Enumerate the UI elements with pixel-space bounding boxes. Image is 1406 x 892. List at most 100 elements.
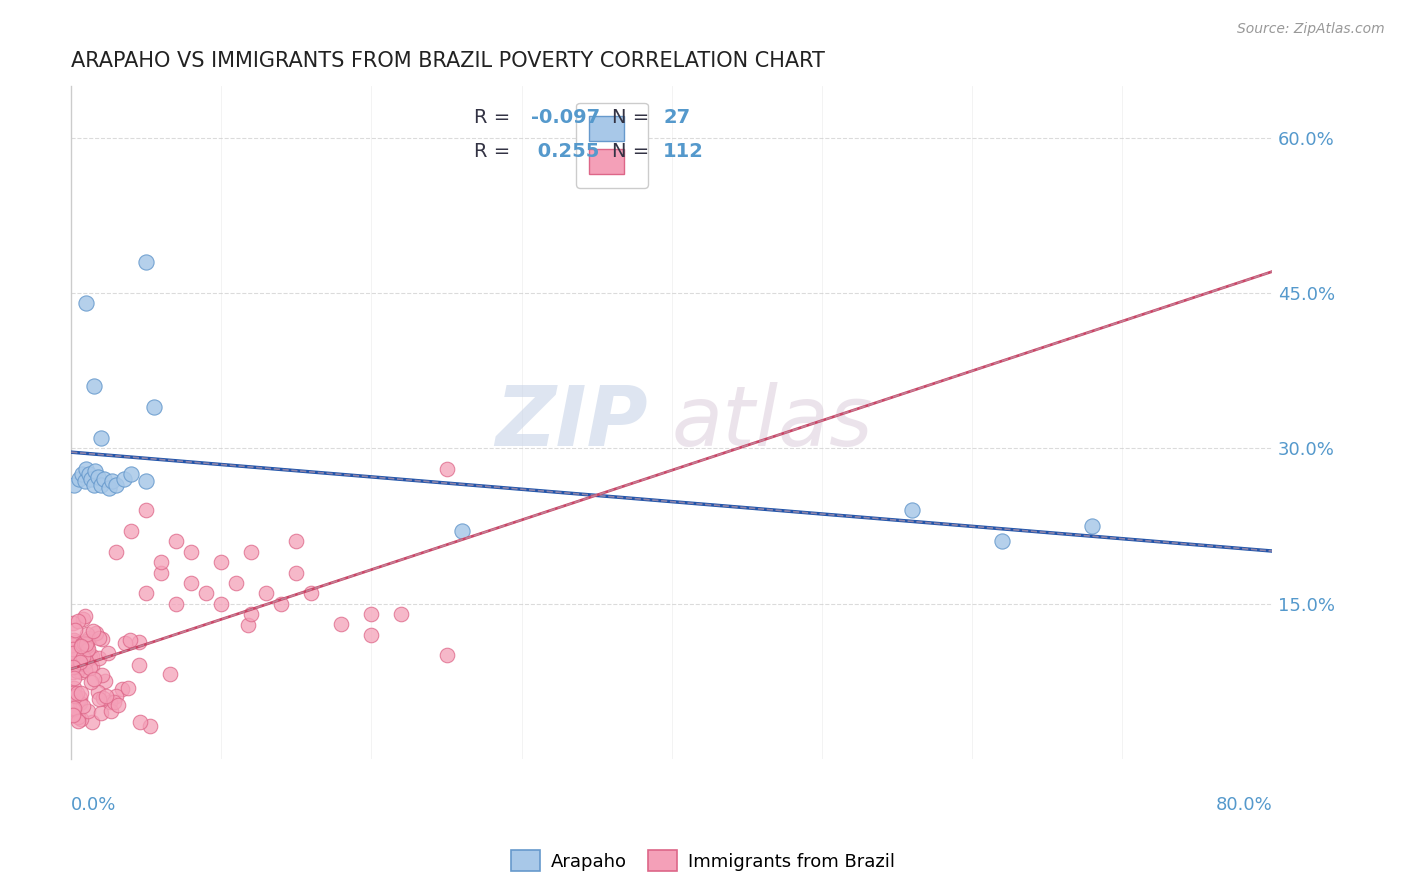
Point xyxy=(105,545,128,559)
Point xyxy=(75,637,97,651)
Point xyxy=(65,635,87,649)
Point xyxy=(62,707,84,722)
Point xyxy=(107,698,129,712)
Point xyxy=(270,597,292,611)
Point xyxy=(150,555,173,569)
Point xyxy=(77,467,100,482)
Point xyxy=(91,632,114,646)
Point xyxy=(180,545,202,559)
Point xyxy=(62,702,84,716)
Text: ARAPAHO VS IMMIGRANTS FROM BRAZIL POVERTY CORRELATION CHART: ARAPAHO VS IMMIGRANTS FROM BRAZIL POVERT… xyxy=(72,51,825,70)
Point xyxy=(138,719,160,733)
Point xyxy=(240,607,263,621)
Legend: Arapaho, Immigrants from Brazil: Arapaho, Immigrants from Brazil xyxy=(503,843,903,879)
Point xyxy=(62,659,84,673)
Point xyxy=(62,665,84,679)
Point xyxy=(66,615,89,629)
Point xyxy=(62,686,84,700)
Point xyxy=(120,524,142,538)
Point xyxy=(240,545,263,559)
Point xyxy=(104,689,127,703)
Point xyxy=(73,657,96,671)
Point xyxy=(69,656,91,670)
Point xyxy=(82,648,104,663)
Point xyxy=(901,503,924,517)
Text: Source: ZipAtlas.com: Source: ZipAtlas.com xyxy=(1237,22,1385,37)
Point xyxy=(159,667,181,681)
Point xyxy=(63,477,86,491)
Point xyxy=(80,714,103,729)
Point xyxy=(436,648,458,663)
Point xyxy=(62,616,84,631)
Point xyxy=(209,555,232,569)
Point xyxy=(82,624,104,638)
Point xyxy=(285,534,308,549)
Text: 0.255: 0.255 xyxy=(531,142,599,161)
Point xyxy=(67,472,90,486)
Point xyxy=(77,704,100,718)
Point xyxy=(63,671,86,685)
Point xyxy=(80,472,103,486)
Point xyxy=(62,708,84,723)
Point xyxy=(69,696,91,710)
Point xyxy=(225,575,247,590)
Point xyxy=(70,467,93,482)
Point xyxy=(360,627,382,641)
Point xyxy=(120,467,142,482)
Point xyxy=(70,639,93,653)
Point xyxy=(391,607,413,621)
Point xyxy=(63,624,86,638)
Point xyxy=(62,639,84,653)
Text: 80.0%: 80.0% xyxy=(1215,796,1272,814)
Point xyxy=(117,681,139,695)
Point xyxy=(436,462,458,476)
Point xyxy=(128,634,150,648)
Point xyxy=(98,695,121,709)
Text: N =: N = xyxy=(612,108,655,128)
Text: atlas: atlas xyxy=(672,382,873,463)
Point xyxy=(63,633,86,648)
Point xyxy=(66,709,89,723)
Point xyxy=(103,696,125,710)
Point xyxy=(67,660,90,674)
Point xyxy=(90,706,112,720)
Point xyxy=(73,663,96,677)
Point xyxy=(91,668,114,682)
Point xyxy=(135,503,157,517)
Point xyxy=(97,481,120,495)
Point xyxy=(86,684,108,698)
Point xyxy=(236,618,259,632)
Point xyxy=(150,566,173,580)
Point xyxy=(87,650,110,665)
Point xyxy=(100,704,122,718)
Point xyxy=(991,534,1014,549)
Text: N =: N = xyxy=(612,142,655,161)
Point xyxy=(135,255,157,269)
Point xyxy=(83,477,105,491)
Point xyxy=(80,675,103,690)
Point xyxy=(97,646,120,660)
Point xyxy=(80,658,103,673)
Point xyxy=(73,475,96,489)
Point xyxy=(72,611,94,625)
Point xyxy=(142,400,165,414)
Point xyxy=(1081,519,1104,533)
Point xyxy=(93,690,115,705)
Point xyxy=(73,636,96,650)
Point xyxy=(450,524,472,538)
Point xyxy=(90,431,112,445)
Point xyxy=(94,674,117,689)
Point xyxy=(65,651,87,665)
Point xyxy=(128,714,150,729)
Point xyxy=(69,686,91,700)
Point xyxy=(66,664,89,678)
Text: -0.097: -0.097 xyxy=(531,108,600,128)
Point xyxy=(87,470,110,484)
Point xyxy=(62,646,84,660)
Point xyxy=(111,682,134,697)
Point xyxy=(87,632,110,646)
Point xyxy=(360,607,382,621)
Point xyxy=(87,692,110,706)
Point xyxy=(70,637,93,651)
Point xyxy=(72,699,94,714)
